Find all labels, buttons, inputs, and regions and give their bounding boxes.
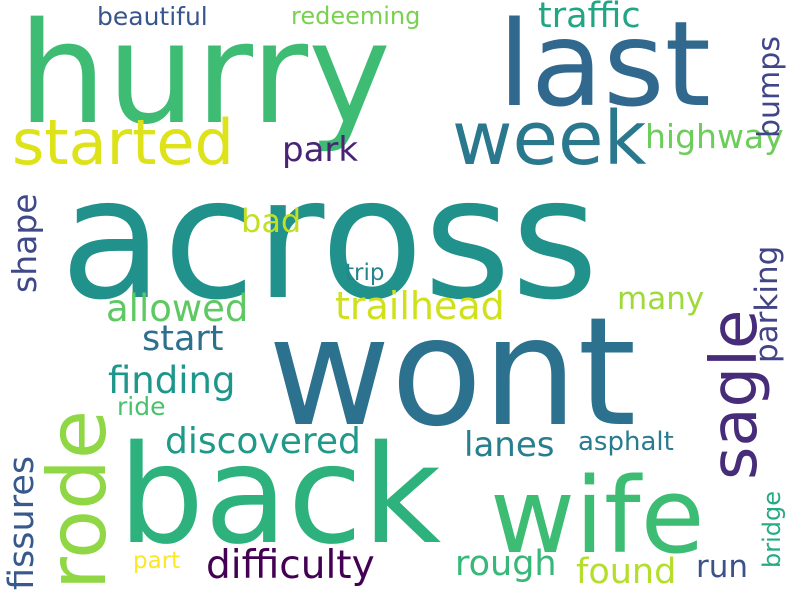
word-lanes: lanes	[464, 425, 555, 465]
word-part: part	[133, 548, 181, 574]
word-started: started	[12, 106, 234, 179]
word-discovered: discovered	[165, 421, 361, 462]
word-finding: finding	[108, 359, 236, 402]
word-found: found	[576, 552, 677, 592]
word-difficulty: difficulty	[206, 543, 375, 588]
word-highway: highway	[645, 117, 784, 156]
word-rough: rough	[455, 544, 557, 584]
word-wife: wife	[490, 455, 705, 577]
word-redeeming: redeeming	[291, 2, 421, 30]
word-fissures: fissures	[2, 455, 42, 590]
word-park: park	[282, 130, 359, 170]
word-bad: bad	[241, 202, 302, 240]
word-many: many	[617, 281, 705, 317]
word-bumps: bumps	[752, 36, 787, 138]
word-last: last	[498, 0, 711, 133]
word-trip: trip	[345, 260, 385, 286]
word-traffic: traffic	[538, 0, 641, 36]
word-asphalt: asphalt	[578, 427, 674, 457]
word-ride: ride	[117, 392, 166, 421]
word-parking: parking	[749, 245, 785, 363]
word-wont: wont	[268, 286, 637, 460]
word-shape: shape	[5, 193, 44, 293]
word-hurry: hurry	[18, 0, 391, 156]
word-allowed: allowed	[106, 287, 249, 330]
word-beautiful: beautiful	[97, 2, 208, 31]
word-start: start	[142, 319, 224, 359]
word-rode: rode	[31, 409, 124, 590]
word-across: across	[60, 141, 599, 337]
word-run: run	[696, 549, 749, 585]
word-back: back	[118, 417, 442, 575]
word-trailhead: trailhead	[335, 284, 505, 328]
word-week: week	[452, 96, 647, 182]
word-bridge: bridge	[758, 490, 786, 568]
